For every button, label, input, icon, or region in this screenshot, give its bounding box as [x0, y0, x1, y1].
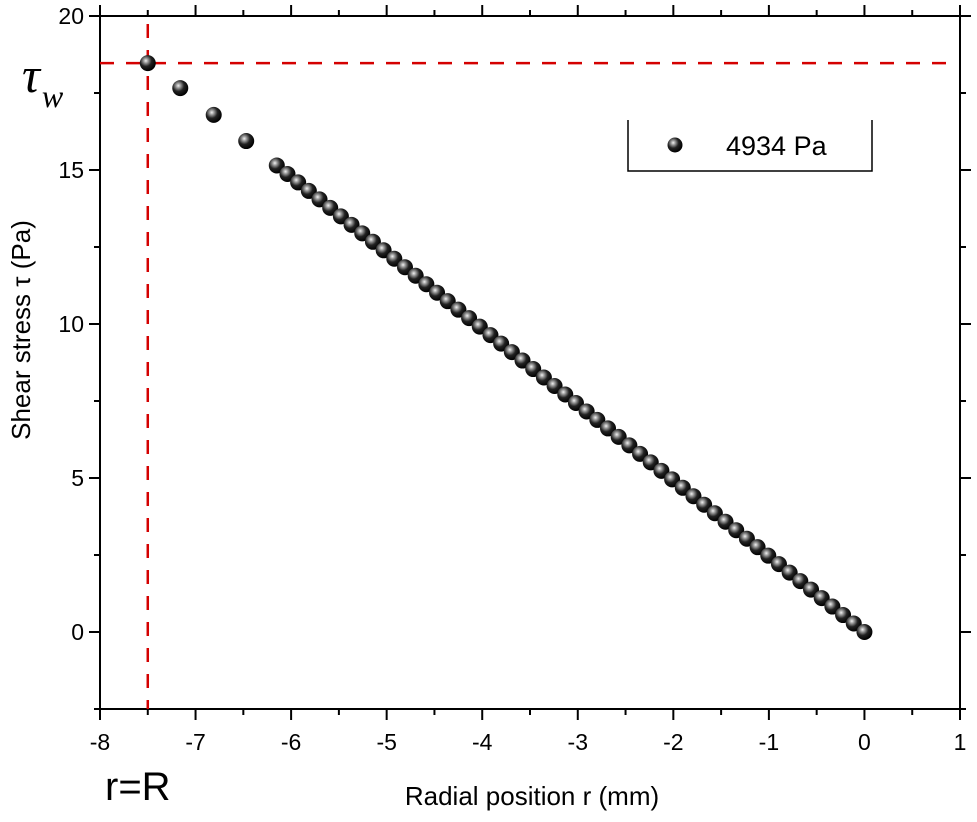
data-point [803, 581, 820, 598]
data-point [535, 369, 552, 386]
data-point [653, 462, 670, 479]
data-point [238, 133, 255, 150]
data-point [332, 208, 349, 225]
y-tick-label: 10 [58, 311, 84, 337]
tau-w-symbol: τw [22, 47, 64, 114]
x-tick-label: -2 [663, 729, 683, 755]
data-point [589, 411, 606, 428]
data-point [503, 344, 520, 361]
x-tick-label: -7 [185, 729, 205, 755]
data-point [717, 513, 734, 530]
data-point [770, 556, 787, 573]
x-tick-label: -3 [568, 729, 588, 755]
y-tick-label: 20 [58, 3, 84, 29]
data-point [845, 615, 862, 632]
data-point [685, 488, 702, 505]
data-point [632, 445, 649, 462]
data-point [300, 182, 317, 199]
y-axis-title: Shear stress τ (Pa) [6, 220, 36, 440]
data-point [205, 106, 222, 123]
data-point [600, 420, 617, 437]
data-point [696, 496, 713, 513]
data-point [642, 454, 659, 471]
data-point [439, 293, 456, 310]
reference-dashed-lines [100, 24, 948, 709]
data-point [610, 428, 627, 445]
data-point [525, 361, 542, 378]
data-point [567, 394, 584, 411]
data-point [279, 165, 296, 182]
r-equals-R-label: r=R [105, 765, 171, 809]
x-tick-label: -5 [376, 729, 396, 755]
axis-ticks [89, 5, 971, 720]
data-point [396, 259, 413, 276]
data-point [354, 225, 371, 242]
data-point [418, 276, 435, 293]
data-point [856, 624, 873, 640]
data-point [674, 479, 691, 496]
data-point [471, 318, 488, 335]
data-point [386, 250, 403, 267]
data-point [450, 301, 467, 318]
data-point [621, 437, 638, 454]
legend-label: 4934 Pa [726, 131, 828, 161]
data-point [749, 539, 766, 556]
legend-marker-icon [667, 137, 683, 153]
y-tick-label: 5 [71, 465, 84, 491]
data-points [139, 55, 873, 640]
legend-box [627, 120, 873, 172]
data-point [578, 403, 595, 420]
legend: 4934 Pa [627, 120, 873, 172]
data-point [322, 199, 339, 216]
data-point [835, 607, 852, 624]
data-point [268, 157, 285, 174]
data-point [139, 55, 156, 72]
data-point [407, 267, 424, 284]
data-point [706, 505, 723, 522]
data-point [760, 547, 777, 564]
y-tick-label: 15 [58, 157, 84, 183]
data-point [429, 284, 446, 301]
data-point [557, 386, 574, 403]
x-tick-label: -6 [281, 729, 301, 755]
x-tick-label: -8 [90, 729, 110, 755]
data-point [824, 598, 841, 615]
data-point [290, 174, 307, 191]
data-point [375, 242, 392, 259]
data-point [493, 335, 510, 352]
data-point [482, 327, 499, 344]
x-tick-label: 0 [858, 729, 871, 755]
data-point [738, 530, 755, 547]
data-point [546, 378, 563, 395]
data-point [343, 216, 360, 233]
x-tick-label: 1 [954, 729, 967, 755]
data-point [514, 352, 531, 369]
data-point [792, 573, 809, 590]
data-point [728, 522, 745, 539]
data-point [813, 590, 830, 607]
y-tick-label: 0 [71, 619, 84, 645]
data-point [461, 310, 478, 327]
x-tick-label: -1 [759, 729, 779, 755]
data-point [311, 191, 328, 208]
data-point [664, 471, 681, 488]
x-axis-title: Radial position r (mm) [405, 781, 659, 811]
data-point [364, 233, 381, 250]
data-point [172, 80, 189, 97]
x-tick-label: -4 [472, 729, 493, 755]
data-point [781, 564, 798, 581]
